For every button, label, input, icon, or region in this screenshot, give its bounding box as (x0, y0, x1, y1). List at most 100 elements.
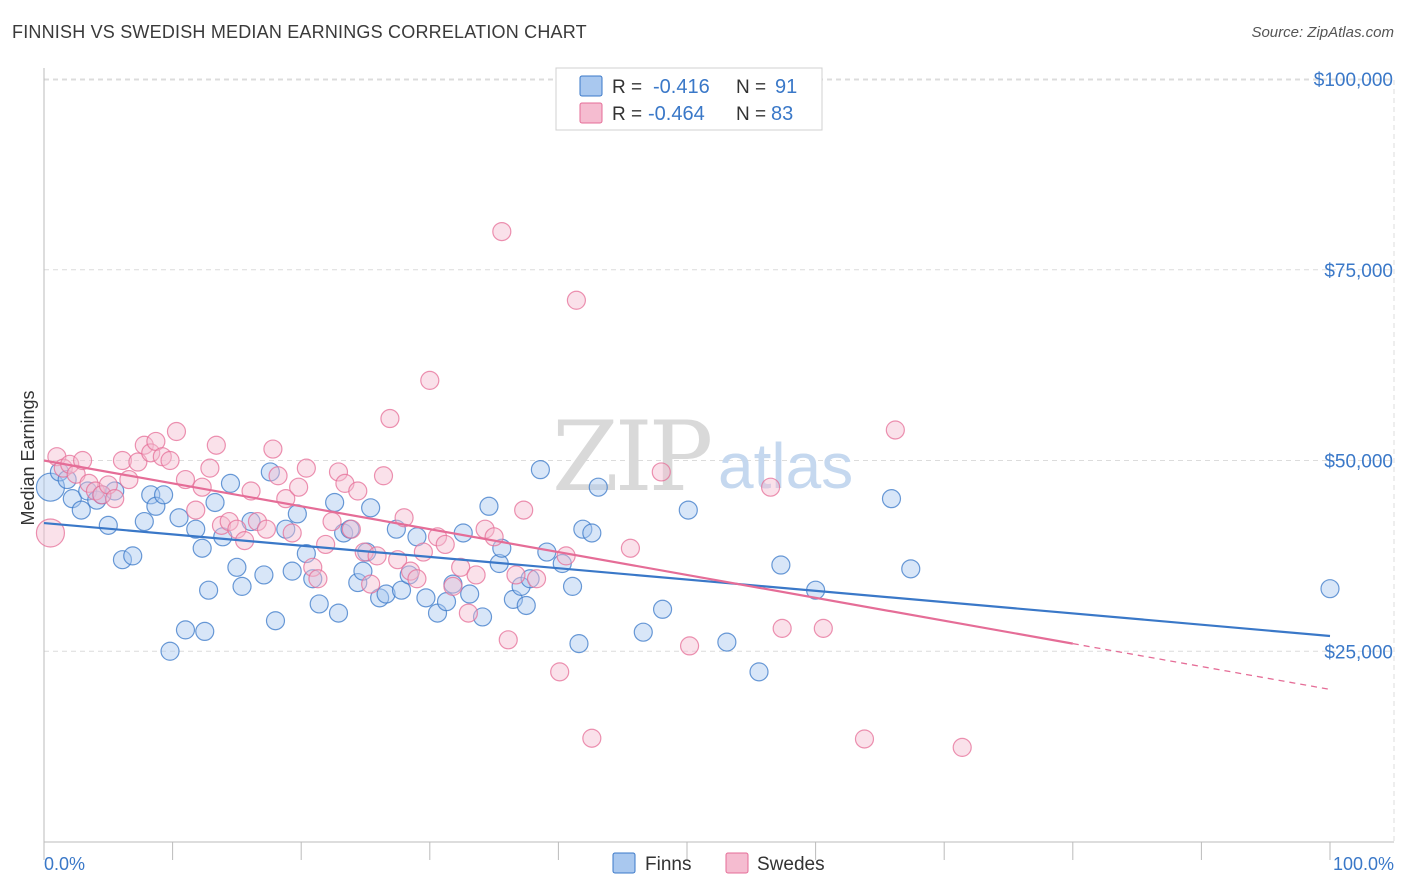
point-swedes (484, 527, 504, 547)
point-swedes (166, 421, 187, 442)
trend-lines (43, 459, 1331, 691)
legend-n-value-swedes: 83 (771, 103, 793, 125)
point-swedes (282, 523, 302, 543)
point-swedes (506, 565, 526, 585)
point-swedes (92, 485, 112, 505)
point-swedes (854, 729, 875, 749)
point-swedes (227, 519, 247, 539)
point-swedes (160, 450, 180, 471)
point-swedes (492, 222, 512, 242)
point-finns (265, 611, 286, 631)
point-finns (282, 561, 302, 581)
bottom-legend-swatch-finns (612, 852, 636, 874)
point-swedes (443, 576, 463, 596)
x-tick-label-max: 100.0% (1333, 854, 1394, 874)
point-swedes (566, 290, 587, 310)
point-finns (328, 603, 349, 623)
bottom-legend-label-finns: Finns (645, 854, 691, 875)
point-swedes (394, 508, 414, 528)
point-finns (391, 580, 412, 600)
point-swedes (772, 618, 792, 638)
point-swedes (498, 630, 518, 650)
y-tick-label: $100,000 (1314, 70, 1393, 91)
bottom-legend-swatch-swedes (725, 852, 749, 874)
series-legend: Finns Swedes (612, 852, 825, 875)
bottom-legend-label-swedes: Swedes (757, 854, 825, 875)
point-swedes (514, 500, 534, 520)
point-finns (309, 594, 329, 614)
point-finns (901, 559, 921, 579)
point-finns (57, 469, 77, 490)
point-finns (98, 515, 118, 535)
point-swedes (206, 435, 226, 455)
point-swedes (263, 439, 283, 459)
point-finns (749, 662, 769, 682)
legend-r-value-finns: -0.416 (653, 76, 710, 98)
point-swedes (200, 458, 220, 478)
legend-swatch-swedes (579, 102, 603, 124)
y-tick-label: $75,000 (1324, 261, 1393, 282)
point-finns (186, 519, 206, 539)
point-finns (199, 580, 219, 600)
point-swedes (119, 469, 139, 490)
y-axis-label: Median Earnings (18, 390, 38, 525)
point-finns (169, 508, 189, 528)
point-swedes (556, 546, 576, 566)
y-tick-label: $25,000 (1324, 642, 1393, 663)
legend-r-value-swedes: -0.464 (648, 103, 705, 125)
point-finns (303, 569, 323, 589)
y-tick-labels: $25,000 $50,000 $75,000 $100,000 (1314, 70, 1393, 663)
point-swedes (466, 565, 486, 585)
point-finns (460, 584, 480, 604)
point-swedes (407, 569, 427, 589)
point-swedes (400, 561, 421, 581)
stats-legend: R = -0.416 N = 91 R = -0.464 N = 83 (555, 67, 823, 131)
point-finns (1320, 579, 1340, 599)
point-finns (325, 492, 345, 513)
point-swedes (373, 466, 394, 486)
point-finns (361, 498, 381, 518)
point-swedes (420, 370, 440, 390)
point-finns (678, 500, 698, 520)
point-finns (134, 511, 154, 532)
point-swedes (361, 574, 381, 594)
trend-line-finns (43, 521, 1331, 638)
point-swedes (35, 518, 66, 548)
point-swedes (620, 538, 641, 558)
point-finns (520, 569, 540, 589)
y-tick-label: $50,000 (1324, 452, 1393, 473)
point-swedes (112, 450, 133, 471)
point-swedes (885, 420, 905, 440)
x-tick-label-min: 0.0% (44, 854, 85, 874)
point-finns (582, 523, 602, 543)
point-swedes (308, 569, 328, 589)
legend-r-label-finns: R = (612, 77, 642, 98)
point-swedes (316, 534, 336, 555)
point-finns (416, 588, 436, 608)
point-swedes (303, 557, 323, 577)
point-swedes (105, 489, 125, 509)
point-finns (472, 607, 493, 627)
point-swedes (952, 737, 972, 757)
point-swedes (367, 546, 387, 566)
axes (43, 68, 1394, 860)
point-swedes (134, 435, 154, 455)
trend-line-swedes-extension (1072, 642, 1331, 691)
point-swedes (322, 511, 342, 532)
point-finns (192, 538, 212, 558)
legend-n-label-swedes: N = (736, 104, 766, 125)
point-finns (569, 634, 589, 654)
point-finns (232, 576, 252, 596)
point-finns (160, 641, 180, 661)
point-finns (633, 622, 653, 642)
point-swedes (813, 618, 833, 638)
point-finns (530, 460, 550, 480)
point-finns (146, 496, 166, 516)
point-swedes (268, 466, 288, 486)
legend-r-label-swedes: R = (612, 104, 642, 125)
point-swedes (256, 519, 277, 539)
point-swedes (435, 534, 455, 555)
point-finns (220, 473, 241, 493)
legend-swatch-finns (579, 75, 603, 97)
